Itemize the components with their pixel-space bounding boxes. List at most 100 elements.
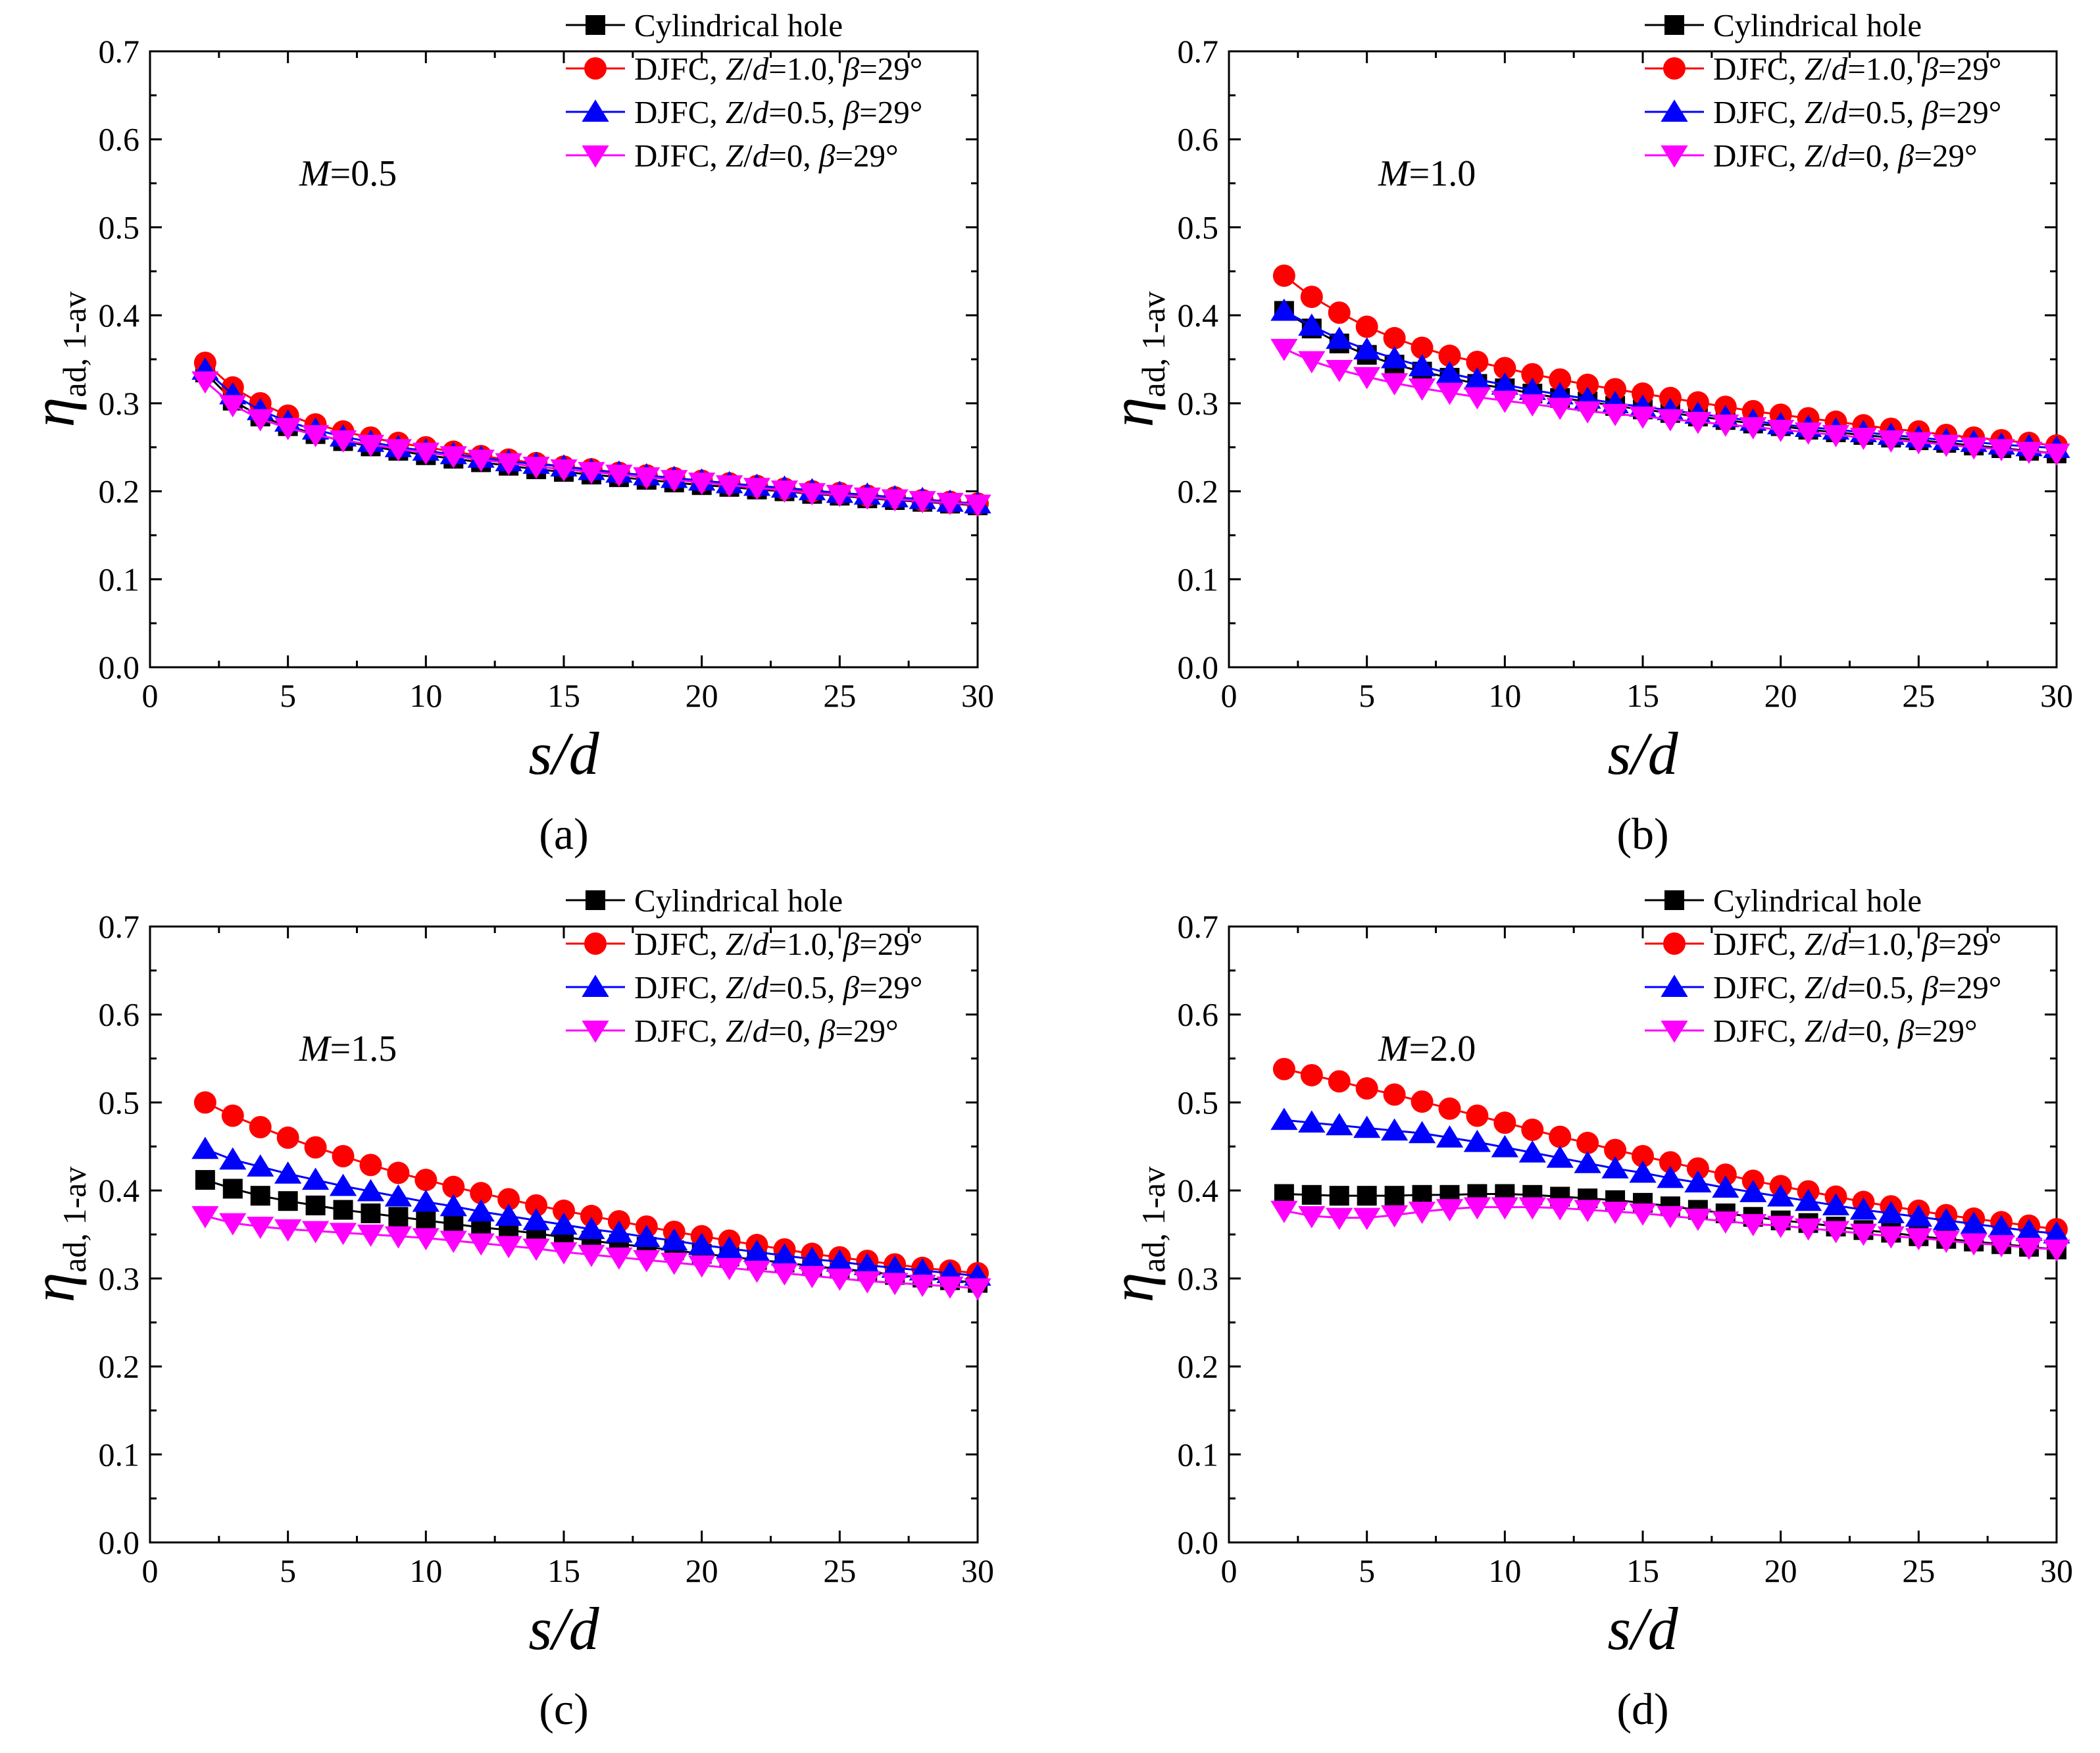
data-point	[384, 1184, 413, 1207]
y-tick-label: 0.5	[1178, 1084, 1219, 1121]
data-point	[1932, 434, 1960, 457]
data-point	[1298, 351, 1326, 374]
data-point	[301, 1221, 330, 1244]
legend-label-part: =29°	[1938, 51, 2001, 87]
legend-label-part: =0.5,	[768, 969, 843, 1005]
data-point	[1326, 360, 1353, 382]
data-point	[1491, 1134, 1518, 1157]
x-tick-label: 5	[280, 1552, 296, 1589]
annotation-value: =0.5	[330, 153, 397, 194]
legend-label: DJFC, Z/d=1.0, β=29°	[1713, 51, 2001, 87]
data-point	[605, 1247, 633, 1270]
legend-label-part: Z	[1805, 969, 1823, 1005]
legend-label-part: /	[1822, 51, 1832, 87]
data-point	[550, 459, 578, 482]
series-3	[1270, 1197, 2070, 1262]
data-point	[1601, 1156, 1629, 1179]
data-point	[1849, 1197, 1878, 1220]
legend-label-part: Z	[726, 1013, 744, 1049]
legend-label-part: β	[1897, 1013, 1914, 1049]
data-point	[305, 1195, 326, 1215]
data-point	[1849, 1223, 1878, 1246]
data-point	[1767, 1215, 1795, 1238]
data-point	[1604, 1138, 1627, 1161]
legend-label-part: d	[1832, 1013, 1848, 1049]
data-point	[1355, 1077, 1378, 1100]
y-tick-label: 0.0	[99, 649, 140, 686]
legend-label-part: Cylindrical hole	[1713, 7, 1922, 43]
data-point	[414, 1169, 438, 1192]
data-point	[416, 1210, 436, 1231]
data-point	[1657, 409, 1684, 432]
panel-label: (d)	[1616, 1684, 1668, 1734]
y-tick-label: 0.7	[1178, 33, 1219, 70]
data-point	[329, 430, 357, 453]
legend-label-part: =29°	[859, 94, 922, 130]
y-tick-label: 0.5	[99, 1084, 140, 1121]
y-axis-symbol: η	[1099, 397, 1166, 428]
x-axis-title: s/d	[528, 720, 599, 787]
legend-label: Cylindrical hole	[1713, 7, 1922, 43]
data-point	[412, 1189, 439, 1212]
data-point	[1301, 1184, 1322, 1205]
legend-label-part: =29°	[859, 51, 922, 87]
legend-label: DJFC, Z/d=0.5, β=29°	[634, 969, 922, 1005]
data-point	[1300, 286, 1323, 309]
annotation-variable: M	[1378, 153, 1411, 194]
x-tick-label: 5	[280, 677, 296, 714]
data-point	[278, 1191, 298, 1211]
legend-label-part: =0.5,	[1847, 94, 1922, 130]
legend-label-part: =29°	[859, 926, 922, 962]
y-tick-label: 0.5	[99, 209, 140, 245]
series-2	[1270, 1107, 2070, 1244]
y-axis-subscript: ad, 1-av	[56, 1167, 93, 1273]
data-point	[1380, 345, 1409, 368]
data-point	[1574, 1150, 1601, 1173]
legend-label-part: /	[1822, 94, 1832, 130]
data-point	[550, 1212, 578, 1235]
x-tick-label: 0	[142, 677, 159, 714]
legend-label-part: DJFC,	[634, 94, 726, 130]
data-point	[359, 1154, 382, 1177]
legend-entry: DJFC, Z/d=1.0, β=29°	[566, 51, 922, 87]
data-point	[715, 1236, 743, 1259]
x-tick-label: 5	[1359, 1552, 1375, 1589]
data-point	[1574, 1200, 1601, 1223]
data-point	[770, 1263, 799, 1286]
data-point	[1546, 1145, 1574, 1168]
data-point	[1463, 387, 1491, 410]
legend-label-part: d	[753, 969, 769, 1005]
data-point	[826, 1268, 853, 1291]
data-point	[495, 1236, 522, 1259]
data-point	[467, 1199, 495, 1222]
data-point	[688, 1255, 716, 1278]
data-point	[1383, 326, 1406, 349]
legend-label-part: =29°	[1938, 969, 2001, 1005]
x-tick-label: 20	[686, 1552, 718, 1589]
legend-label-part: DJFC,	[1713, 94, 1805, 130]
data-point	[1657, 1206, 1684, 1229]
legend-label-part: β	[1922, 969, 1939, 1005]
legend-label-part: =29°	[859, 969, 922, 1005]
data-point	[1326, 1207, 1353, 1231]
data-point	[1355, 315, 1378, 338]
data-point	[1408, 378, 1436, 401]
data-point	[1684, 1208, 1712, 1231]
legend-label-part: =29°	[1938, 926, 2001, 962]
legend-label-part: DJFC,	[1713, 1013, 1805, 1049]
data-point	[1576, 373, 1599, 396]
y-tick-label: 0.3	[99, 1260, 140, 1297]
y-tick-label: 0.3	[1178, 385, 1219, 422]
y-axis-title: ηad, 1-av	[1099, 1167, 1172, 1303]
y-tick-label: 0.0	[1178, 1524, 1219, 1561]
mass-flux-annotation: M=2.0	[1378, 1029, 1476, 1069]
data-point	[633, 1225, 661, 1248]
legend-entry: Cylindrical hole	[566, 882, 843, 919]
y-axis-subscript: ad, 1-av	[1135, 1167, 1172, 1273]
data-point	[1300, 1063, 1323, 1086]
data-point	[1298, 1206, 1326, 1229]
legend-label: DJFC, Z/d=0, β=29°	[634, 1013, 899, 1049]
data-point	[1491, 390, 1518, 413]
legend-marker	[1661, 1021, 1688, 1043]
x-tick-label: 0	[1221, 677, 1238, 714]
